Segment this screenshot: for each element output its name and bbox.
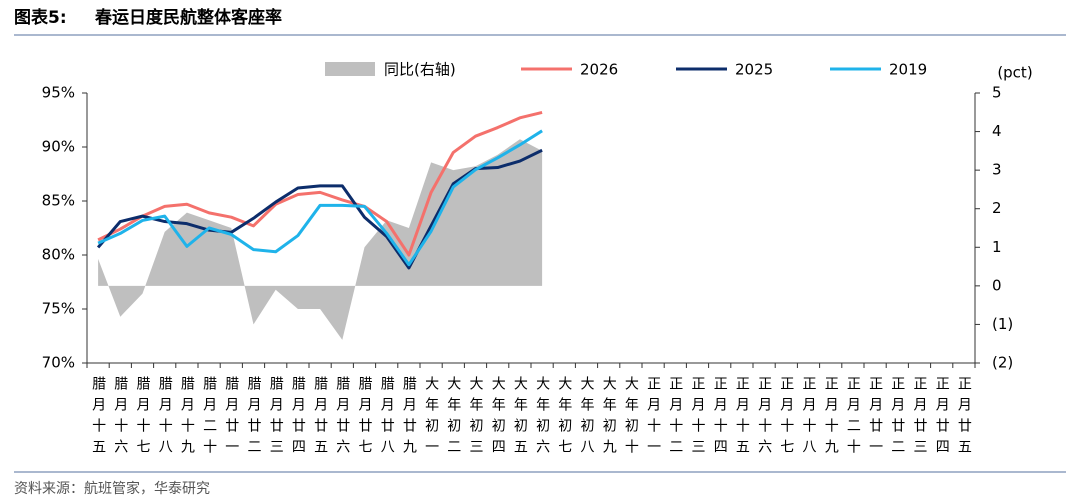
legend-swatch: [325, 62, 375, 76]
y-tick-label: 70%: [42, 354, 75, 372]
chart-title: 春运日度民航整体客座率: [95, 7, 282, 28]
x-tick-label: 腊月廿三: [267, 376, 284, 460]
x-tick-label: 腊月十九: [178, 376, 195, 460]
x-tick-label: 正月十三: [689, 376, 706, 460]
y-tick-label: 75%: [42, 300, 75, 318]
y2-tick-label: 3: [992, 161, 1002, 179]
x-tick-label: 腊月廿八: [378, 376, 395, 460]
x-tick-label: 腊月廿二: [245, 376, 262, 460]
x-tick-label: 腊月十五: [90, 376, 107, 460]
y-tick-label: 95%: [42, 84, 75, 102]
figure-label: 图表5:: [14, 7, 67, 28]
x-tick-label: 腊月二十: [201, 376, 218, 460]
x-tick-label: 正月十七: [778, 376, 795, 460]
x-tick-label: 大年初一: [423, 376, 440, 460]
legend-label: 2019: [889, 61, 927, 79]
x-tick-label: 正月十八: [800, 376, 817, 460]
x-tick-label: 正月十四: [711, 376, 728, 460]
x-tick-label: 大年初八: [578, 376, 595, 460]
x-tick-label: 正月二十: [844, 376, 861, 460]
x-tick-label: 腊月廿九: [400, 376, 417, 460]
x-tick-label: 大年初七: [556, 376, 573, 460]
y-tick-label: 80%: [42, 246, 75, 264]
x-tick-label: 腊月廿七: [356, 376, 373, 460]
x-tick-label: 正月十五: [733, 376, 750, 460]
x-tick-label: 腊月十七: [134, 376, 151, 460]
legend-label: 2026: [580, 61, 618, 79]
line: [97, 110, 543, 257]
x-tick-label: 大年初三: [467, 376, 484, 460]
x-tick-label: 大年初六: [534, 376, 551, 460]
x-tick-label: 正月廿一: [867, 376, 884, 460]
x-tick-label: 腊月廿六: [334, 376, 351, 460]
x-tick-label: 腊月十八: [156, 376, 173, 460]
x-tick-label: 正月廿五: [955, 376, 972, 460]
x-tick-label: 正月十六: [756, 376, 773, 460]
x-tick-label: 正月廿二: [889, 376, 906, 460]
source: 资料来源：航班管家，华泰研究: [14, 480, 210, 497]
x-tick-label: 大年初二: [445, 376, 462, 460]
y2-tick-label: 4: [992, 122, 1002, 140]
x-tick-label: 腊月廿四: [289, 376, 306, 460]
y2-tick-label: 2: [992, 199, 1002, 217]
x-tick-label: 正月廿四: [933, 376, 950, 460]
y2-tick-label: (1): [992, 315, 1013, 333]
y2-tick-label: (2): [992, 354, 1013, 372]
x-tick-label: 大年初九: [600, 376, 617, 460]
y2-tick-label: 0: [992, 276, 1002, 294]
x-tick-label: 大年初四: [489, 376, 506, 460]
x-tick-label: 大年初五: [511, 376, 528, 460]
line: [97, 129, 543, 267]
y2-label: (pct): [997, 64, 1032, 82]
x-tick-label: 正月十一: [645, 376, 662, 460]
x-tick-label: 正月十九: [822, 376, 839, 460]
x-tick-label: 腊月廿一: [223, 376, 240, 460]
y-tick-label: 85%: [42, 192, 75, 210]
y2-tick-label: 5: [992, 84, 1002, 102]
legend-label: 2025: [735, 61, 773, 79]
y-tick-label: 90%: [42, 138, 75, 156]
y2-tick-label: 1: [992, 238, 1002, 256]
x-tick-label: 大年初十: [622, 376, 639, 460]
x-tick-label: 正月十二: [667, 376, 684, 460]
x-tick-label: 腊月十六: [112, 376, 129, 460]
legend-label: 同比(右轴): [384, 61, 456, 79]
x-tick-label: 正月廿三: [911, 376, 928, 460]
x-tick-label: 腊月廿五: [312, 376, 329, 460]
